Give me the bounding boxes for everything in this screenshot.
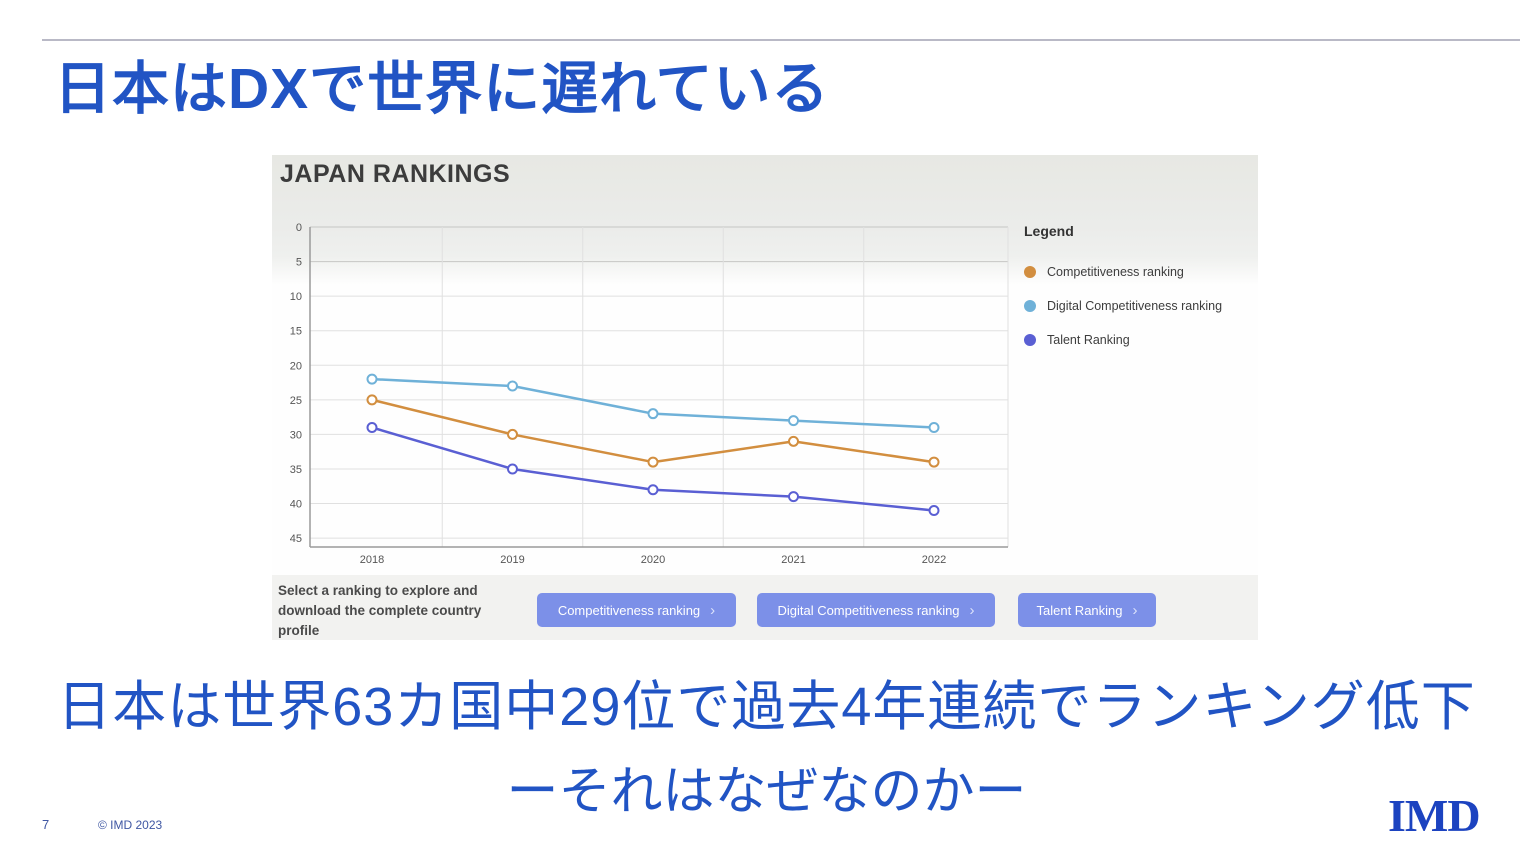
data-point bbox=[366, 394, 378, 406]
page-number: 7 bbox=[42, 817, 50, 832]
data-point bbox=[788, 491, 799, 503]
data-point bbox=[788, 435, 799, 447]
data-point bbox=[507, 428, 518, 440]
button-label: Digital Competitiveness ranking bbox=[777, 602, 960, 618]
data-point bbox=[647, 484, 659, 496]
chevron-right-icon: › bbox=[969, 601, 975, 619]
legend-title: Legend bbox=[1024, 223, 1074, 239]
x-tick-label: 2021 bbox=[781, 554, 805, 566]
legend-dot-icon bbox=[1024, 266, 1036, 278]
legend-label: Competitiveness ranking bbox=[1047, 265, 1184, 279]
chart-legend: Legend Competitiveness ranking Digital Co… bbox=[1024, 223, 1254, 367]
y-tick-label: 35 bbox=[290, 464, 302, 476]
button-label: Competitiveness ranking bbox=[557, 602, 701, 618]
data-point bbox=[366, 373, 378, 385]
data-point bbox=[507, 463, 518, 475]
imd-logo: IMD bbox=[1388, 790, 1481, 841]
x-tick-label: 2022 bbox=[922, 554, 946, 566]
y-tick-label: 5 bbox=[296, 257, 302, 269]
chevron-right-icon: › bbox=[1132, 601, 1138, 619]
legend-dot-icon bbox=[1024, 300, 1036, 312]
rankings-line-chart: 0 5 10 15 20 25 30 35 40 45 2018 2019 2020 2021 2022 bbox=[290, 222, 1009, 566]
data-point bbox=[928, 456, 940, 468]
data-point bbox=[788, 415, 799, 427]
chevron-right-icon: › bbox=[710, 601, 716, 619]
data-point bbox=[928, 504, 940, 516]
legend-item: Talent Ranking bbox=[1024, 333, 1254, 347]
widget-header-background bbox=[272, 155, 1258, 285]
data-point bbox=[928, 422, 940, 434]
widget-footer: Select a ranking to explore and download… bbox=[272, 575, 1258, 640]
button-label: Talent Ranking bbox=[1036, 602, 1123, 618]
legend-dot-icon bbox=[1024, 334, 1036, 346]
x-tick-label: 2020 bbox=[641, 554, 665, 566]
y-tick-label: 40 bbox=[290, 499, 302, 511]
y-tick-label: 30 bbox=[290, 429, 302, 441]
legend-item: Competitiveness ranking bbox=[1024, 265, 1254, 279]
button-competitiveness-ranking[interactable]: Competitiveness ranking › bbox=[537, 593, 736, 627]
key-message: 日本は世界63カ国中29位で過去4年連続でランキング低下 ーそれはなぜなのかー bbox=[0, 662, 1533, 824]
key-message-line2: ーそれはなぜなのかー bbox=[506, 763, 1027, 821]
legend-label: Talent Ranking bbox=[1047, 333, 1130, 347]
x-tick-label: 2018 bbox=[360, 554, 384, 566]
slide-title: 日本はDXで世界に遅れている bbox=[54, 57, 830, 121]
button-digital-competitiveness-ranking[interactable]: Digital Competitiveness ranking › bbox=[757, 593, 995, 627]
y-tick-label: 45 bbox=[290, 533, 302, 545]
data-point bbox=[647, 408, 659, 420]
data-point bbox=[507, 380, 518, 392]
legend-label: Digital Competitiveness ranking bbox=[1047, 299, 1223, 313]
cta-text: Select a ranking to explore and download… bbox=[278, 583, 482, 638]
key-message-line1: 日本は世界63カ国中29位で過去4年連続でランキング低下 bbox=[57, 677, 1476, 737]
button-talent-ranking[interactable]: Talent Ranking › bbox=[1018, 593, 1156, 627]
copyright: © IMD 2023 bbox=[98, 818, 163, 832]
data-point bbox=[366, 422, 378, 434]
imd-rankings-widget: JAPAN RANKINGS 0 5 10 15 20 25 30 35 40 45 2018 201… bbox=[272, 155, 1258, 640]
y-tick-label: 15 bbox=[290, 326, 302, 338]
legend-item: Digital Competitiveness ranking bbox=[1024, 299, 1254, 313]
x-tick-label: 2019 bbox=[500, 554, 524, 566]
rankings-heading: JAPAN RANKINGS bbox=[280, 160, 511, 188]
top-divider bbox=[42, 39, 1520, 41]
y-tick-label: 25 bbox=[290, 395, 302, 407]
y-tick-label: 10 bbox=[290, 291, 302, 303]
y-tick-label: 20 bbox=[290, 360, 302, 372]
data-point bbox=[647, 456, 659, 468]
y-tick-label: 0 bbox=[296, 222, 302, 234]
legend-items: Competitiveness ranking Digital Competiti… bbox=[1024, 265, 1254, 347]
